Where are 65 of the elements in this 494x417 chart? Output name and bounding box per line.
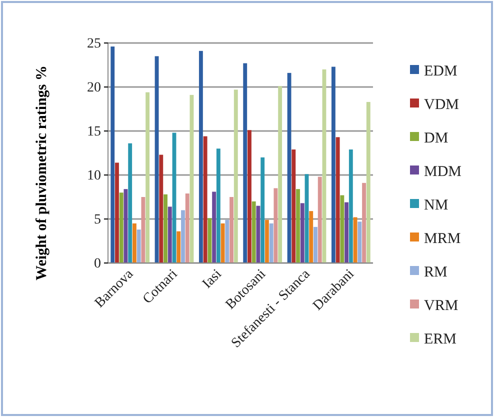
bar <box>146 92 150 263</box>
bar <box>216 148 220 263</box>
bar <box>212 192 216 263</box>
y-tick-label: 20 <box>87 80 101 96</box>
bar <box>358 222 362 263</box>
bar <box>348 149 353 263</box>
bar <box>141 197 146 263</box>
bar <box>340 195 344 263</box>
bar <box>198 50 203 263</box>
legend-label: MRM <box>424 230 461 247</box>
bar <box>159 154 164 263</box>
y-axis-title: Weight of pluviometric ratings % <box>34 66 50 280</box>
legend-label: VDM <box>424 96 460 113</box>
y-tick-label: 10 <box>87 168 101 184</box>
bar <box>362 182 366 263</box>
legend-label: MDM <box>424 164 462 180</box>
bar <box>208 218 212 263</box>
bar <box>176 231 181 263</box>
bar <box>344 202 349 263</box>
bar <box>269 223 274 263</box>
bar <box>185 193 190 263</box>
bar <box>220 223 225 263</box>
bar <box>181 210 185 263</box>
bar <box>243 63 248 263</box>
bar <box>119 192 124 263</box>
bar <box>124 189 128 263</box>
bar <box>230 197 234 263</box>
legend-label: VRM <box>424 298 458 314</box>
bar <box>331 66 336 263</box>
bar <box>296 189 300 263</box>
bar <box>234 90 238 263</box>
bar <box>336 137 340 263</box>
bar <box>136 230 141 263</box>
bar <box>248 130 252 263</box>
bar <box>256 206 260 263</box>
legend-label: ERM <box>424 331 457 348</box>
bar <box>168 206 172 263</box>
bar <box>164 194 168 263</box>
y-tick-label: 25 <box>87 36 101 52</box>
bar <box>115 162 119 263</box>
bar <box>353 217 358 263</box>
legend-label: NM <box>424 197 448 214</box>
bar <box>318 176 322 263</box>
y-tick-label: 5 <box>94 212 101 228</box>
bar <box>309 211 314 263</box>
legend-label: DM <box>424 130 448 146</box>
y-tick-label: 15 <box>87 124 101 140</box>
bar <box>366 102 370 263</box>
bar <box>252 201 256 263</box>
bar <box>128 143 132 263</box>
legend-label: EDM <box>424 63 458 80</box>
bar <box>292 149 296 263</box>
bar <box>203 136 208 263</box>
bar <box>314 226 318 263</box>
legend-label: RM <box>424 264 448 280</box>
bar <box>264 220 269 263</box>
y-tick-label: 0 <box>94 256 101 272</box>
bar <box>278 86 282 263</box>
x-tick-label: Iasi <box>200 266 225 292</box>
bar <box>260 157 265 263</box>
bar <box>110 46 115 263</box>
bar <box>225 220 230 263</box>
bar <box>132 223 136 263</box>
bar <box>274 188 278 263</box>
bar <box>300 203 304 263</box>
